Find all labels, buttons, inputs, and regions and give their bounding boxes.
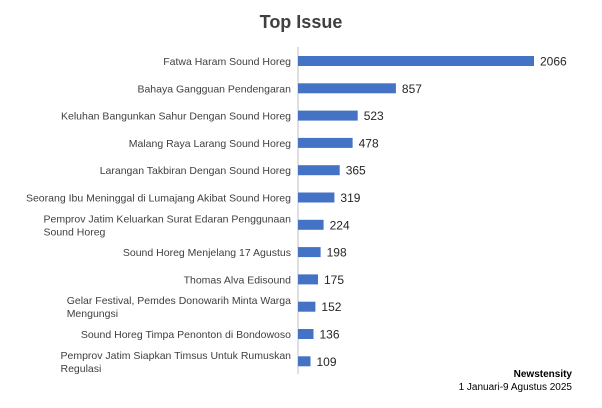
category-label: Pemprov Jatim Siapkan Timsus Untuk Rumus… bbox=[61, 350, 292, 375]
bar bbox=[298, 301, 316, 312]
bar bbox=[298, 247, 321, 258]
bar bbox=[298, 356, 311, 367]
category-label: Seorang Ibu Meninggal di Lumajang Akibat… bbox=[26, 193, 291, 205]
value-labels-group: 2066 857 523 478 365 319 224 198 175 152 136 109 bbox=[317, 55, 568, 369]
bar bbox=[298, 329, 314, 339]
bar bbox=[298, 165, 340, 176]
category-label: Bahaya Gangguan Pendengaran bbox=[137, 83, 291, 95]
value-label: 224 bbox=[330, 218, 350, 232]
bar bbox=[298, 56, 534, 66]
value-label: 136 bbox=[320, 328, 340, 342]
source-period: 1 Januari-9 Agustus 2025 bbox=[458, 382, 572, 393]
category-label: Gelar Festival, Pemdes Donowarih Minta W… bbox=[67, 295, 291, 320]
value-label: 319 bbox=[340, 191, 360, 205]
value-label: 523 bbox=[364, 109, 384, 123]
value-label: 857 bbox=[402, 82, 422, 96]
category-label: Keluhan Bangunkan Sahur Dengan Sound Hor… bbox=[61, 111, 291, 123]
value-label: 198 bbox=[327, 246, 347, 260]
category-label: Sound Horeg Menjelang 17 Agustus bbox=[123, 247, 291, 259]
bar bbox=[298, 110, 358, 121]
chart-title: Top Issue bbox=[259, 12, 343, 32]
category-labels-group: Fatwa Haram Sound Horeg Bahaya Gangguan P… bbox=[26, 56, 291, 375]
value-label: 152 bbox=[321, 300, 341, 314]
category-label: Sound Horeg Timpa Penonton di Bondowoso bbox=[81, 329, 291, 341]
source-caption: Newstensity 1 Januari-9 Agustus 2025 bbox=[459, 368, 572, 394]
value-label: 109 bbox=[317, 355, 337, 369]
source-name: Newstensity bbox=[513, 369, 572, 380]
bar bbox=[298, 274, 318, 285]
category-label: Fatwa Haram Sound Horeg bbox=[163, 56, 291, 68]
value-label: 175 bbox=[324, 273, 344, 287]
category-label: Larangan Takbiran Dengan Sound Horeg bbox=[100, 165, 291, 177]
value-label: 2066 bbox=[540, 55, 567, 69]
category-label: Thomas Alva Edisound bbox=[184, 274, 292, 286]
value-label: 365 bbox=[346, 164, 366, 178]
bar bbox=[298, 83, 396, 94]
bars-group bbox=[298, 56, 534, 367]
category-label: Pemprov Jatim Keluarkan Surat Edaran Pen… bbox=[44, 213, 292, 238]
bar bbox=[298, 192, 335, 203]
bar bbox=[298, 137, 353, 148]
category-label: Malang Raya Larang Sound Horeg bbox=[129, 138, 291, 150]
bar bbox=[298, 219, 324, 230]
value-label: 478 bbox=[359, 136, 379, 150]
